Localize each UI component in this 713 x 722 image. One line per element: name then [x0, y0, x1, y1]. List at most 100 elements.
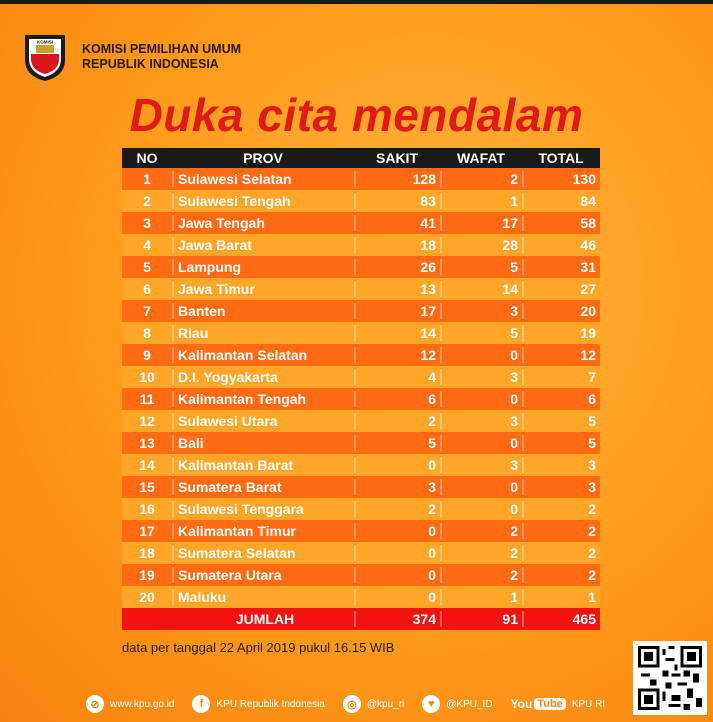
total-label: JUMLAH: [235, 611, 295, 627]
row-sakit: 4: [354, 369, 440, 385]
row-prov: Lampung: [172, 259, 354, 275]
table-row: 1 Sulawesi Selatan 128 2 130: [122, 168, 600, 190]
website-text: www.kpu.go.id: [110, 698, 175, 710]
row-no: 20: [139, 589, 155, 605]
row-total: 84: [522, 193, 600, 209]
organization-name: KOMISI PEMILIHAN UMUM REPUBLIK INDONESIA: [82, 42, 241, 72]
footer-facebook[interactable]: f KPU Republik Indonesia: [192, 695, 325, 713]
row-sakit: 2: [354, 501, 440, 517]
row-prov: Sumatera Utara: [172, 567, 354, 583]
row-sakit: 18: [354, 237, 440, 253]
instagram-text: @kpu_ri: [366, 698, 405, 710]
row-prov: Maluku: [172, 589, 354, 605]
row-prov: Bali: [172, 435, 354, 451]
qr-code: [633, 641, 707, 715]
row-prov: Sulawesi Selatan: [172, 171, 354, 187]
table-row: 17 Kalimantan Timur 0 2 2: [122, 520, 600, 542]
table-row: 8 Riau 14 5 19: [122, 322, 600, 344]
row-prov: Kalimantan Barat: [172, 457, 354, 473]
casualty-table: NO PROV SAKIT WAFAT TOTAL 1 Sulawesi Sela…: [122, 148, 600, 630]
data-note: data per tanggal 22 April 2019 pukul 16.…: [122, 640, 395, 655]
table-row: 9 Kalimantan Selatan 12 0 12: [122, 344, 600, 366]
qr-code-icon: [638, 646, 702, 710]
col-header-no: NO: [136, 150, 158, 166]
youtube-icon: You Tube: [511, 697, 566, 711]
row-no: 2: [143, 193, 151, 209]
row-prov: Kalimantan Selatan: [172, 347, 354, 363]
row-prov: Sulawesi Utara: [172, 413, 354, 429]
row-prov: Sumatera Selatan: [172, 545, 354, 561]
row-wafat: 2: [440, 523, 522, 539]
row-no: 9: [143, 347, 151, 363]
row-prov: Sulawesi Tengah: [172, 193, 354, 209]
row-wafat: 17: [440, 215, 522, 231]
table-row: 12 Sulawesi Utara 2 3 5: [122, 410, 600, 432]
row-prov: Jawa Barat: [172, 237, 354, 253]
twitter-icon: ♥: [422, 695, 441, 713]
table-row: 16 Sulawesi Tenggara 2 0 2: [122, 498, 600, 520]
row-no: 10: [139, 369, 155, 385]
row-sakit: 26: [354, 259, 440, 275]
footer-instagram[interactable]: ◎ @kpu_ri: [342, 695, 405, 713]
row-no: 18: [139, 545, 155, 561]
headline: Duka cita mendalam: [129, 89, 584, 141]
row-wafat: 2: [440, 567, 522, 583]
footer-website[interactable]: ⊘ www.kpu.go.id: [86, 695, 174, 713]
row-sakit: 6: [354, 391, 440, 407]
org-line-2: REPUBLIK INDONESIA: [82, 57, 219, 71]
row-sakit: 83: [354, 193, 440, 209]
row-prov: D.I. Yogyakarta: [172, 369, 354, 385]
row-total: 5: [522, 435, 600, 451]
row-no: 11: [139, 391, 155, 407]
row-prov: Kalimantan Timur: [172, 523, 354, 539]
row-sakit: 41: [354, 215, 440, 231]
kpu-logo: KOMISI: [25, 35, 65, 81]
table-row: 18 Sumatera Selatan 0 2 2: [122, 542, 600, 564]
row-total: 2: [522, 545, 600, 561]
row-no: 15: [139, 479, 155, 495]
row-no: 17: [139, 523, 155, 539]
row-sakit: 0: [354, 545, 440, 561]
row-wafat: 5: [440, 259, 522, 275]
row-sakit: 0: [354, 457, 440, 473]
table-row: 11 Kalimantan Tengah 6 0 6: [122, 388, 600, 410]
table-row: 13 Bali 5 0 5: [122, 432, 600, 454]
row-wafat: 0: [440, 479, 522, 495]
row-wafat: 0: [440, 347, 522, 363]
row-wafat: 0: [440, 501, 522, 517]
table-row: 20 Maluku 0 1 1: [122, 586, 600, 608]
row-total: 12: [522, 347, 600, 363]
row-no: 3: [143, 215, 151, 231]
row-total: 19: [522, 325, 600, 341]
table-header: NO PROV SAKIT WAFAT TOTAL: [122, 148, 600, 168]
row-total: 2: [522, 523, 600, 539]
row-total: 46: [522, 237, 600, 253]
row-total: 31: [522, 259, 600, 275]
row-wafat: 3: [440, 369, 522, 385]
row-total: 2: [522, 501, 600, 517]
row-prov: Banten: [172, 303, 354, 319]
row-wafat: 5: [440, 325, 522, 341]
org-line-1: KOMISI PEMILIHAN UMUM: [82, 42, 242, 56]
row-sakit: 128: [354, 171, 440, 187]
row-sakit: 2: [354, 413, 440, 429]
table-row: 4 Jawa Barat 18 28 46: [122, 234, 600, 256]
table-row: 10 D.I. Yogyakarta 4 3 7: [122, 366, 600, 388]
table-row: 6 Jawa Timur 13 14 27: [122, 278, 600, 300]
row-wafat: 2: [440, 545, 522, 561]
table-row: 5 Lampung 26 5 31: [122, 256, 600, 278]
row-total: 58: [522, 215, 600, 231]
total-sakit: 374: [354, 611, 440, 627]
footer-youtube[interactable]: You Tube KPU RI: [511, 697, 606, 711]
youtube-text: KPU RI: [571, 698, 606, 710]
row-wafat: 3: [440, 303, 522, 319]
row-prov: Kalimantan Tengah: [172, 391, 354, 407]
row-sakit: 5: [354, 435, 440, 451]
row-prov: Jawa Tengah: [172, 215, 354, 231]
row-total: 5: [522, 413, 600, 429]
col-header-prov: PROV: [243, 150, 283, 166]
footer-twitter[interactable]: ♥ @KPU_ID: [422, 695, 493, 713]
table-row: 14 Kalimantan Barat 0 3 3: [122, 454, 600, 476]
row-no: 4: [143, 237, 151, 253]
row-no: 14: [139, 457, 155, 473]
